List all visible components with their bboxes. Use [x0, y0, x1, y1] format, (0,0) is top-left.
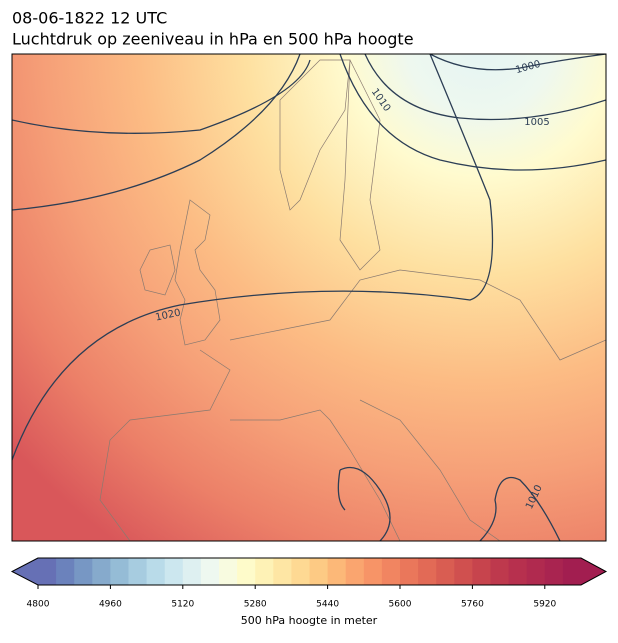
map: 1000 1005 1010 1020 1010	[12, 54, 606, 541]
isobars	[12, 54, 606, 541]
colorbar-segment	[436, 558, 455, 585]
colorbar-segment	[309, 558, 329, 585]
colorbar-tick-label: 5920	[533, 600, 556, 610]
colorbar-extend-low	[12, 558, 38, 585]
colorbar-segment	[291, 558, 310, 585]
colorbar-segment	[454, 558, 473, 585]
colorbar-tick-label: 5120	[171, 600, 194, 610]
isobar-label: 1020	[155, 307, 182, 323]
isobar-label: 1005	[524, 117, 549, 128]
colorbar-segment	[164, 558, 184, 585]
colorbar-segment	[381, 558, 401, 585]
height-field	[12, 54, 606, 541]
colorbar: 4800 4960 5120 5280 5440 5600 5760 5920	[10, 557, 608, 610]
colorbar-tick-label: 5280	[244, 600, 267, 610]
colorbar-segment	[38, 558, 57, 585]
colorbar-segment	[128, 558, 148, 585]
colorbar-tick-label: 5440	[316, 600, 339, 610]
colorbar-segment	[182, 558, 202, 585]
colorbar-segment	[363, 558, 383, 585]
colorbar-tick-label: 5600	[389, 600, 412, 610]
colorbar-segment	[418, 558, 437, 585]
colorbar-segment	[56, 558, 75, 585]
colorbar-segment	[544, 558, 564, 585]
colorbar-tick-label: 5760	[461, 600, 484, 610]
map-frame	[11, 53, 607, 542]
colorbar-segment	[345, 558, 365, 585]
colorbar-segment	[490, 558, 510, 585]
colorbar-tick-label: 4800	[27, 600, 50, 610]
coastlines	[99, 59, 606, 541]
colorbar-outline	[10, 557, 608, 586]
colorbar-segment	[526, 558, 546, 585]
colorbar-segment	[92, 558, 111, 585]
title: 08-06-1822 12 UTC	[12, 9, 167, 28]
colorbar-segment	[146, 558, 166, 585]
colorbar-segment	[400, 558, 419, 585]
colorbar-segment	[327, 558, 347, 585]
colorbar-segment	[74, 558, 93, 585]
colorbar-segment	[562, 558, 582, 585]
colorbar-segment	[273, 558, 292, 585]
colorbar-segment	[219, 558, 238, 585]
colorbar-segment	[110, 558, 129, 585]
colorbar-extend-high	[581, 558, 606, 585]
subtitle: Luchtdruk op zeeniveau in hPa en 500 hPa…	[12, 30, 414, 49]
colorbar-segment	[255, 558, 274, 585]
colorbar-segment	[508, 558, 528, 585]
colorbar-label: 500 hPa hoogte in meter	[241, 614, 378, 627]
colorbar-segment	[200, 558, 220, 585]
colorbar-tick-label: 4960	[99, 600, 122, 610]
colorbar-segment	[472, 558, 491, 585]
colorbar-segment	[237, 558, 256, 585]
